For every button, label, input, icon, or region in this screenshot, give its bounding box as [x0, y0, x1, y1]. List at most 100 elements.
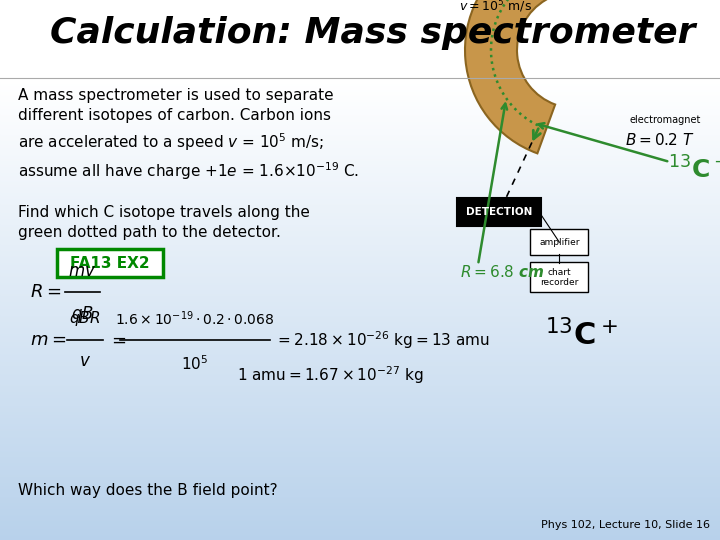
- Bar: [0, 111, 720, 112]
- Bar: [0, 449, 720, 451]
- Bar: [0, 278, 720, 279]
- Bar: [0, 158, 720, 160]
- Bar: [0, 259, 720, 261]
- Bar: [0, 330, 720, 332]
- Text: DETECTION: DETECTION: [466, 207, 533, 217]
- Bar: [0, 123, 720, 124]
- Bar: [0, 525, 720, 526]
- Bar: [0, 226, 720, 227]
- Bar: [0, 298, 720, 299]
- Bar: [0, 494, 720, 496]
- Bar: [0, 248, 720, 250]
- Bar: [0, 167, 720, 169]
- Bar: [0, 383, 720, 385]
- Bar: [0, 374, 720, 376]
- Bar: [0, 474, 720, 476]
- Bar: [0, 417, 720, 419]
- Bar: [0, 244, 720, 246]
- Bar: [0, 177, 720, 178]
- Bar: [0, 293, 720, 295]
- Bar: [0, 312, 720, 313]
- Bar: [0, 534, 720, 535]
- Bar: [0, 140, 720, 141]
- Bar: [0, 96, 720, 97]
- Bar: [0, 388, 720, 390]
- Bar: [0, 215, 720, 217]
- Bar: [0, 433, 720, 434]
- Bar: [0, 114, 720, 115]
- Bar: [0, 281, 720, 282]
- Text: $^{13}$C$^+$: $^{13}$C$^+$: [545, 319, 618, 351]
- Bar: [0, 345, 720, 347]
- Bar: [0, 382, 720, 383]
- Bar: [0, 217, 720, 218]
- Bar: [0, 306, 720, 307]
- Bar: [0, 367, 720, 368]
- Bar: [0, 213, 720, 215]
- Text: $qB$: $qB$: [71, 304, 94, 325]
- Bar: [0, 462, 720, 463]
- Bar: [0, 206, 720, 207]
- Bar: [0, 538, 720, 540]
- Bar: [0, 209, 720, 211]
- Bar: [0, 500, 720, 502]
- Bar: [0, 509, 720, 511]
- Bar: [0, 261, 720, 262]
- Bar: [0, 155, 720, 157]
- Text: Find which C isotope travels along the
green dotted path to the detector.: Find which C isotope travels along the g…: [18, 205, 310, 240]
- Bar: [0, 442, 720, 443]
- Bar: [0, 332, 720, 333]
- FancyBboxPatch shape: [57, 249, 163, 277]
- Text: Which way does the B field point?: Which way does the B field point?: [18, 483, 278, 498]
- Bar: [0, 431, 720, 433]
- Bar: [0, 496, 720, 497]
- Bar: [0, 448, 720, 449]
- Bar: [0, 456, 720, 457]
- Bar: [0, 465, 720, 467]
- Bar: [0, 181, 720, 183]
- Bar: [0, 482, 720, 483]
- Bar: [0, 370, 720, 372]
- Bar: [0, 184, 720, 186]
- Bar: [0, 407, 720, 408]
- Bar: [0, 143, 720, 144]
- Text: $1.6\times10^{-19}\cdot0.2\cdot0.068$: $1.6\times10^{-19}\cdot0.2\cdot0.068$: [115, 309, 275, 328]
- Bar: [0, 353, 720, 354]
- Bar: [0, 131, 720, 132]
- Bar: [0, 362, 720, 363]
- Bar: [0, 218, 720, 220]
- Bar: [0, 253, 720, 255]
- Bar: [0, 413, 720, 414]
- Bar: [0, 396, 720, 397]
- Bar: [0, 410, 720, 411]
- Bar: [0, 290, 720, 292]
- Bar: [0, 198, 720, 200]
- Bar: [0, 106, 720, 107]
- Bar: [0, 268, 720, 270]
- Bar: [0, 315, 720, 316]
- Text: $mv$: $mv$: [68, 262, 96, 280]
- Bar: [0, 211, 720, 212]
- Text: $v$: $v$: [79, 352, 91, 370]
- Bar: [0, 296, 720, 298]
- Bar: [0, 117, 720, 118]
- Bar: [0, 439, 720, 440]
- Bar: [0, 118, 720, 120]
- Bar: [0, 149, 720, 151]
- Bar: [0, 453, 720, 454]
- Bar: [0, 328, 720, 330]
- Bar: [0, 532, 720, 534]
- Bar: [0, 520, 720, 522]
- Text: $B = 0.2$ T: $B = 0.2$ T: [625, 132, 695, 148]
- Bar: [0, 333, 720, 335]
- Bar: [0, 428, 720, 430]
- Bar: [0, 447, 720, 448]
- Bar: [0, 301, 720, 302]
- Bar: [0, 295, 720, 296]
- Bar: [0, 137, 720, 138]
- Bar: [0, 252, 720, 253]
- Bar: [0, 138, 720, 140]
- Bar: [0, 235, 720, 237]
- Text: $qBR$: $qBR$: [69, 309, 101, 328]
- Bar: [0, 352, 720, 353]
